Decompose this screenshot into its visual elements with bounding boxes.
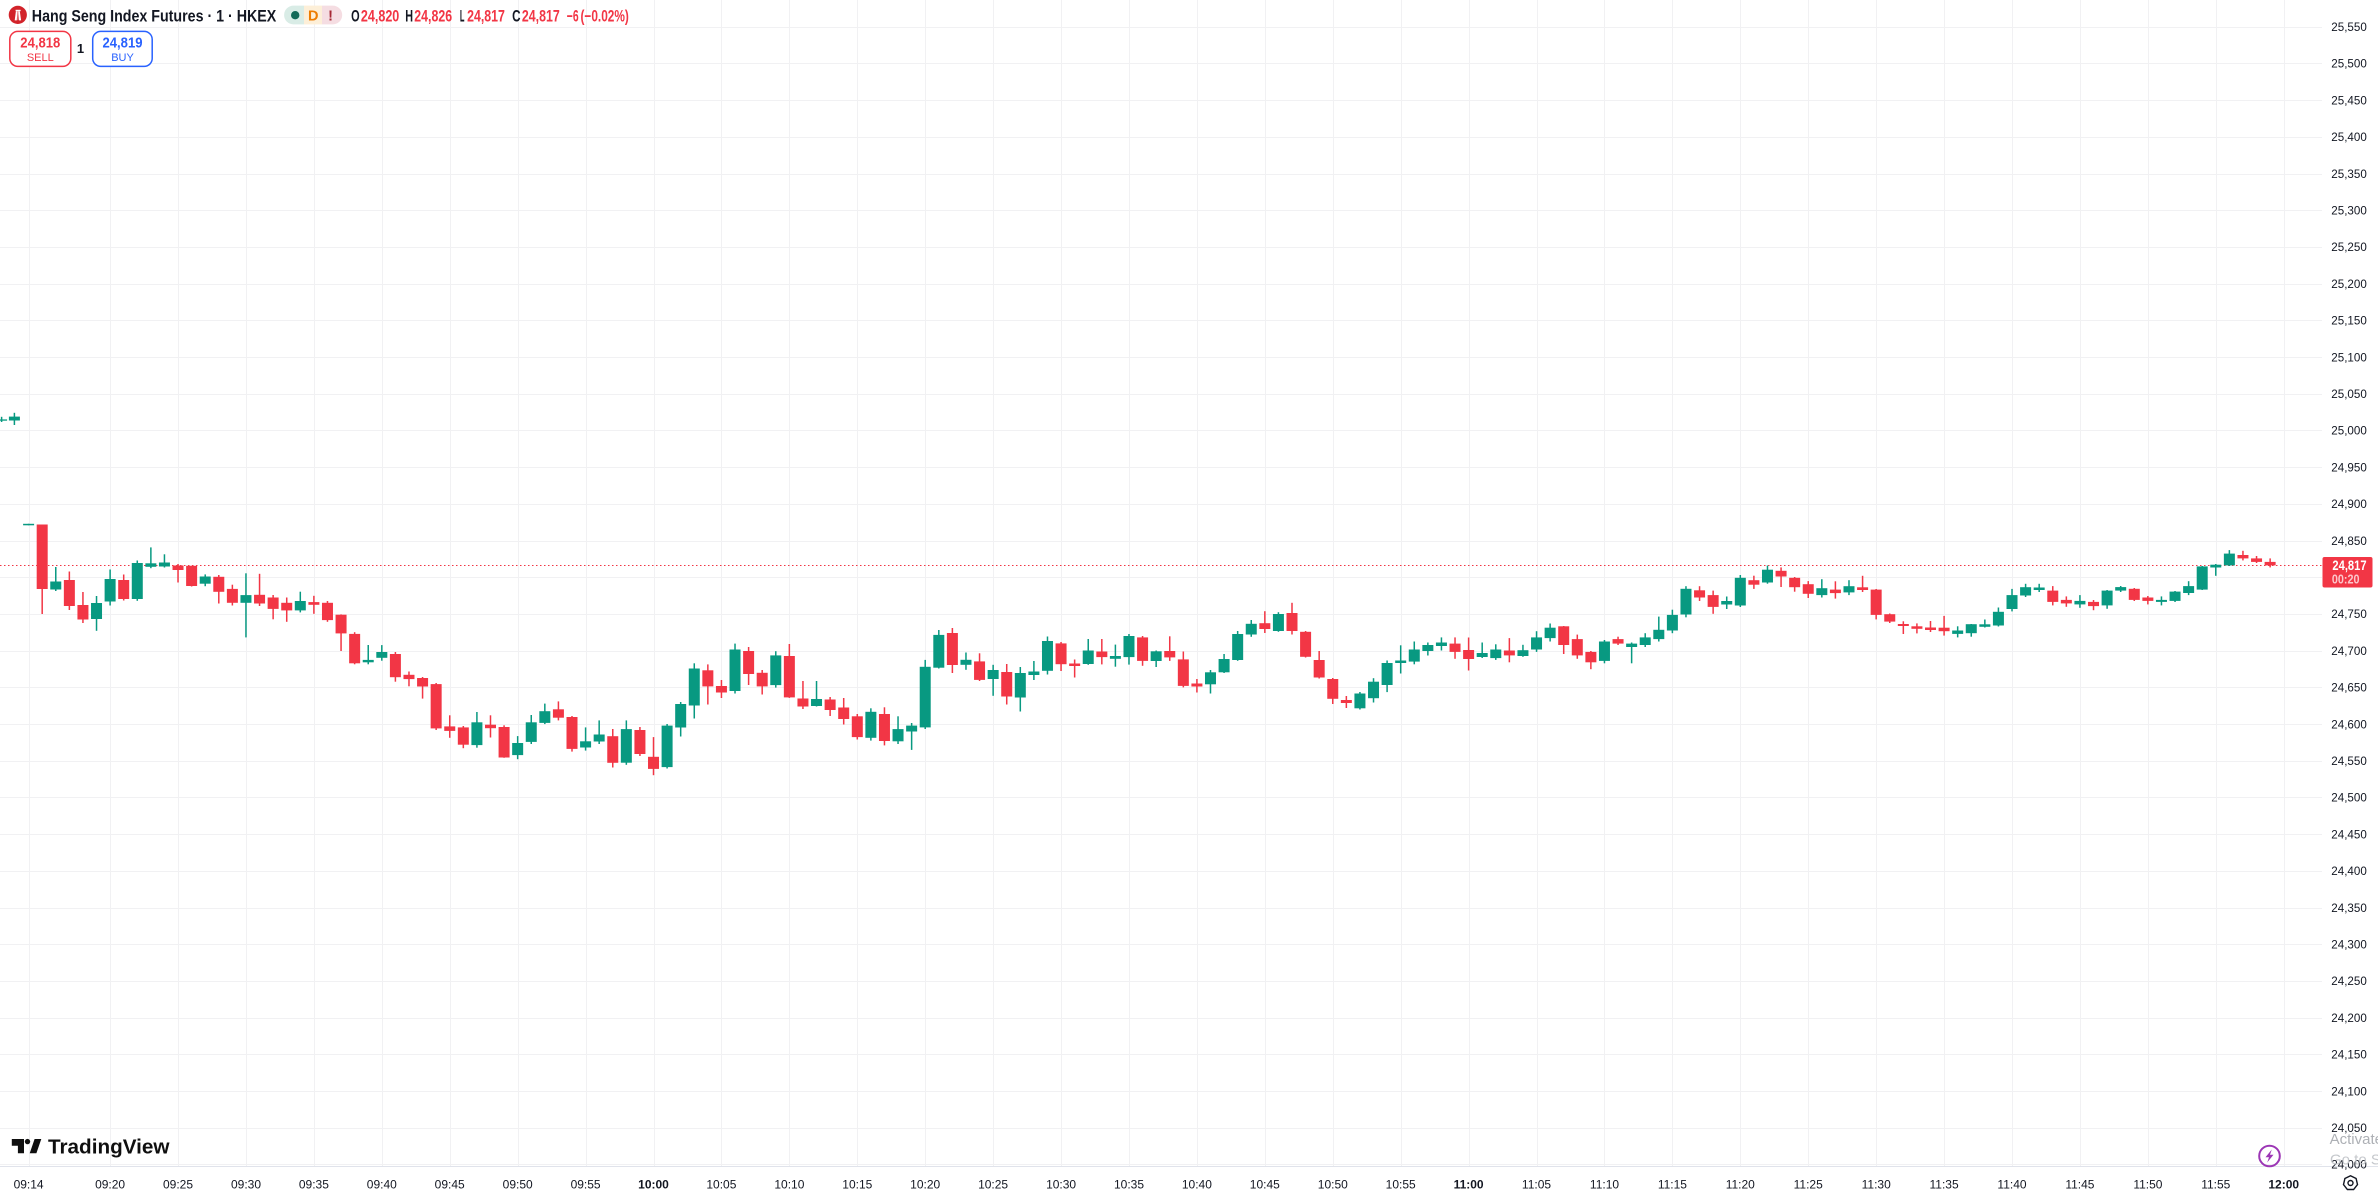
- svg-text:10:10: 10:10: [774, 1178, 804, 1192]
- svg-text:24,000: 24,000: [2331, 1158, 2367, 1172]
- svg-text:12:00: 12:00: [2268, 1178, 2299, 1192]
- svg-text:09:14: 09:14: [14, 1178, 44, 1192]
- svg-text:10:15: 10:15: [842, 1178, 872, 1192]
- svg-text:Activate Win: Activate Win: [2330, 1131, 2378, 1148]
- svg-text:09:45: 09:45: [435, 1178, 465, 1192]
- svg-text:11:15: 11:15: [1658, 1178, 1687, 1192]
- svg-text:24,550: 24,550: [2331, 754, 2367, 768]
- svg-text:25,050: 25,050: [2331, 387, 2367, 401]
- svg-text:00:20: 00:20: [2332, 573, 2360, 587]
- svg-text:25,250: 25,250: [2331, 240, 2367, 254]
- svg-text:25,300: 25,300: [2331, 204, 2367, 218]
- svg-text:10:40: 10:40: [1182, 1178, 1212, 1192]
- svg-text:11:20: 11:20: [1726, 1178, 1755, 1192]
- svg-text:09:30: 09:30: [231, 1178, 261, 1192]
- svg-text:24,820: 24,820: [361, 8, 399, 26]
- svg-text:24,500: 24,500: [2331, 791, 2367, 805]
- svg-text:25,550: 25,550: [2331, 20, 2367, 34]
- svg-text:10:50: 10:50: [1318, 1178, 1348, 1192]
- svg-text:24,900: 24,900: [2331, 497, 2367, 511]
- svg-text:11:05: 11:05: [1522, 1178, 1551, 1192]
- svg-text:10:05: 10:05: [706, 1178, 736, 1192]
- svg-text:10:30: 10:30: [1046, 1178, 1076, 1192]
- svg-text:25,500: 25,500: [2331, 57, 2367, 71]
- svg-text:24,100: 24,100: [2331, 1084, 2367, 1098]
- svg-text:25,150: 25,150: [2331, 314, 2367, 328]
- svg-text:24,750: 24,750: [2331, 607, 2367, 621]
- svg-text:24,819: 24,819: [103, 35, 143, 52]
- svg-text:24,250: 24,250: [2331, 974, 2367, 988]
- svg-text:!: !: [328, 8, 333, 24]
- svg-text:11:35: 11:35: [1930, 1178, 1959, 1192]
- svg-text:25,100: 25,100: [2331, 350, 2367, 364]
- svg-text:24,600: 24,600: [2331, 717, 2367, 731]
- svg-text:24,818: 24,818: [20, 35, 60, 52]
- svg-text:11:55: 11:55: [2201, 1178, 2230, 1192]
- svg-text:25,350: 25,350: [2331, 167, 2367, 181]
- svg-text:09:40: 09:40: [367, 1178, 397, 1192]
- svg-text:C: C: [512, 8, 521, 26]
- svg-text:24,050: 24,050: [2331, 1121, 2367, 1135]
- svg-text:24,300: 24,300: [2331, 938, 2367, 952]
- svg-text:10:25: 10:25: [978, 1178, 1008, 1192]
- svg-text:BUY: BUY: [111, 52, 134, 64]
- svg-text:11:10: 11:10: [1590, 1178, 1619, 1192]
- svg-text:24,817: 24,817: [467, 8, 505, 26]
- svg-text:24,817: 24,817: [2332, 558, 2366, 573]
- svg-text:24,950: 24,950: [2331, 460, 2367, 474]
- svg-text:24,350: 24,350: [2331, 901, 2367, 915]
- svg-text:H: H: [405, 8, 413, 26]
- svg-text:25,200: 25,200: [2331, 277, 2367, 291]
- svg-text:09:55: 09:55: [571, 1178, 601, 1192]
- svg-text:TradingView: TradingView: [48, 1135, 170, 1158]
- svg-text:24,817: 24,817: [522, 8, 560, 26]
- svg-text:24,700: 24,700: [2331, 644, 2367, 658]
- svg-text:10:35: 10:35: [1114, 1178, 1144, 1192]
- svg-text:24,650: 24,650: [2331, 681, 2367, 695]
- svg-text:11:30: 11:30: [1862, 1178, 1891, 1192]
- svg-text:Hang Seng Index Futures · 1 ·: Hang Seng Index Futures · 1 · HKEX: [32, 7, 277, 26]
- svg-text:24,150: 24,150: [2331, 1048, 2367, 1062]
- svg-text:24,200: 24,200: [2331, 1011, 2367, 1025]
- svg-text:24,450: 24,450: [2331, 827, 2367, 841]
- svg-text:09:20: 09:20: [95, 1178, 125, 1192]
- svg-text:SELL: SELL: [27, 52, 54, 64]
- svg-text:25,400: 25,400: [2331, 130, 2367, 144]
- svg-text:L: L: [460, 8, 465, 26]
- svg-text:09:50: 09:50: [503, 1178, 533, 1192]
- svg-text:10:00: 10:00: [638, 1178, 669, 1192]
- svg-text:25,000: 25,000: [2331, 424, 2367, 438]
- svg-text:(−0.02%): (−0.02%): [581, 8, 629, 26]
- svg-text:11:50: 11:50: [2133, 1178, 2162, 1192]
- svg-text:11:00: 11:00: [1454, 1178, 1484, 1192]
- svg-text:D: D: [308, 8, 318, 24]
- svg-text:Go to Setti: Go to Setti: [2330, 1151, 2378, 1168]
- svg-text:11:25: 11:25: [1794, 1178, 1823, 1192]
- svg-text:O: O: [351, 8, 360, 26]
- svg-text:24,850: 24,850: [2331, 534, 2367, 548]
- svg-text:1: 1: [77, 41, 84, 56]
- svg-text:09:35: 09:35: [299, 1178, 329, 1192]
- svg-text:10:55: 10:55: [1386, 1178, 1416, 1192]
- svg-text:10:20: 10:20: [910, 1178, 940, 1192]
- svg-text:11:40: 11:40: [1997, 1178, 2026, 1192]
- svg-text:11:45: 11:45: [2065, 1178, 2094, 1192]
- svg-text:24,400: 24,400: [2331, 864, 2367, 878]
- svg-text:10:45: 10:45: [1250, 1178, 1280, 1192]
- svg-text:−6: −6: [567, 8, 579, 26]
- svg-text:09:25: 09:25: [163, 1178, 193, 1192]
- svg-text:24,826: 24,826: [414, 8, 452, 26]
- svg-text:25,450: 25,450: [2331, 93, 2367, 107]
